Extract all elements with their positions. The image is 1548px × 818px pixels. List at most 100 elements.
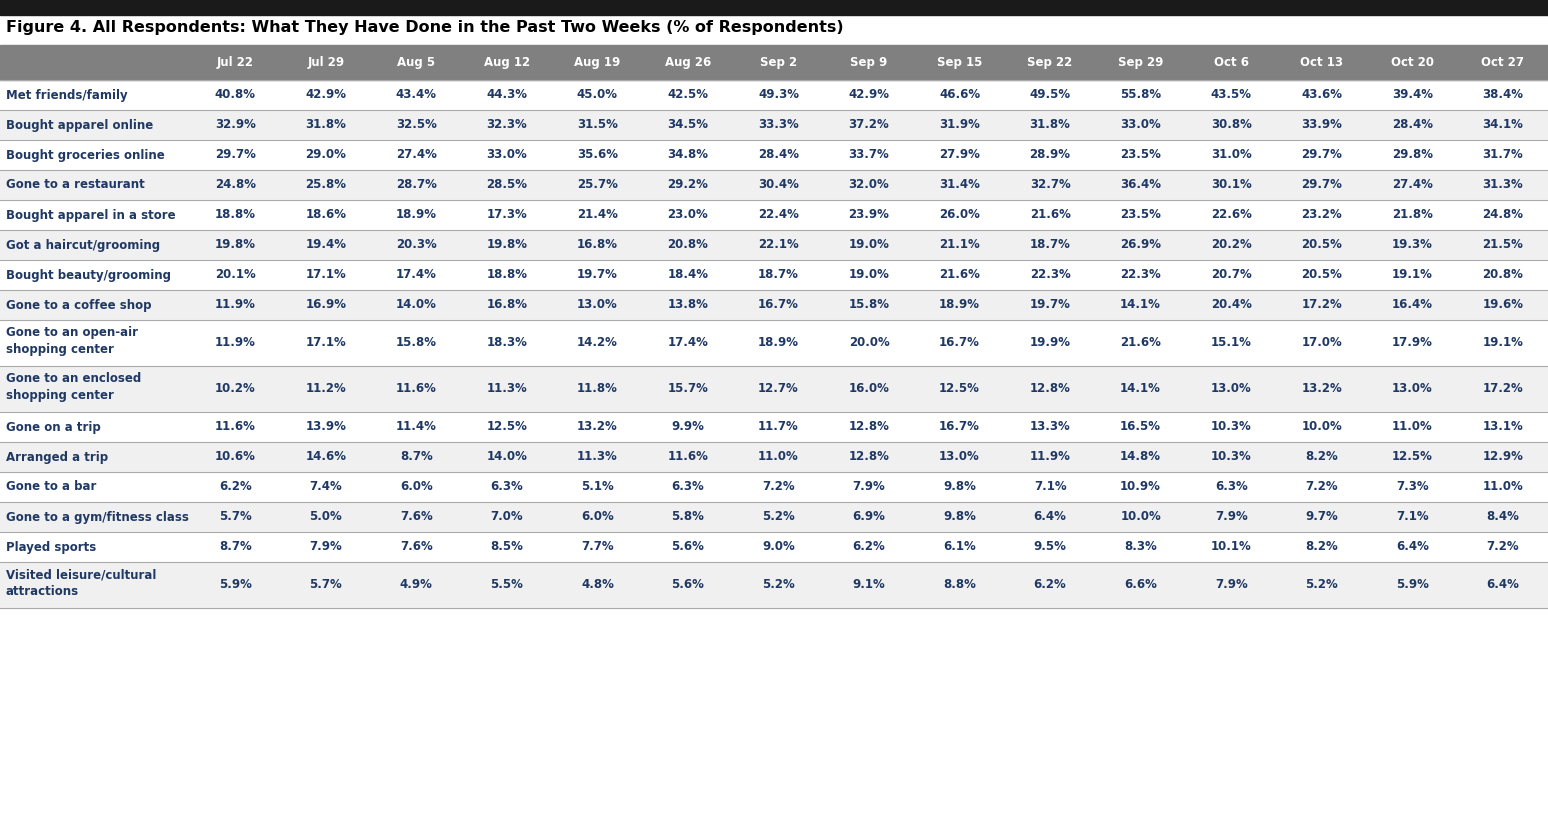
Text: 6.4%: 6.4% <box>1396 541 1429 554</box>
Text: 12.9%: 12.9% <box>1483 451 1523 464</box>
Bar <box>0 442 1548 472</box>
Text: Gone to an enclosed
shopping center: Gone to an enclosed shopping center <box>6 372 141 402</box>
Text: 5.6%: 5.6% <box>672 541 704 554</box>
Text: 5.1%: 5.1% <box>580 480 613 493</box>
Text: 33.9%: 33.9% <box>1302 119 1342 132</box>
Text: 25.8%: 25.8% <box>305 178 347 191</box>
Text: 29.7%: 29.7% <box>215 149 255 161</box>
Text: 14.2%: 14.2% <box>577 336 618 349</box>
Text: 13.2%: 13.2% <box>1302 383 1342 395</box>
Text: Gone to a gym/fitness class: Gone to a gym/fitness class <box>6 510 189 524</box>
Text: 18.9%: 18.9% <box>396 209 437 222</box>
Text: 12.8%: 12.8% <box>848 451 890 464</box>
Text: 4.9%: 4.9% <box>399 578 433 591</box>
Text: 27.4%: 27.4% <box>396 149 437 161</box>
Text: 18.8%: 18.8% <box>215 209 255 222</box>
Text: 14.0%: 14.0% <box>486 451 528 464</box>
Text: 6.0%: 6.0% <box>399 480 433 493</box>
Text: 6.2%: 6.2% <box>218 480 252 493</box>
Text: 49.3%: 49.3% <box>759 88 799 101</box>
Bar <box>0 412 1548 442</box>
Text: 7.7%: 7.7% <box>580 541 613 554</box>
Text: 23.0%: 23.0% <box>667 209 709 222</box>
Text: 12.5%: 12.5% <box>1392 451 1432 464</box>
Text: 42.5%: 42.5% <box>667 88 709 101</box>
Text: Sep 22: Sep 22 <box>1028 56 1073 69</box>
Text: 30.8%: 30.8% <box>1211 119 1252 132</box>
Text: 46.6%: 46.6% <box>940 88 980 101</box>
Text: 10.3%: 10.3% <box>1211 451 1251 464</box>
Text: 11.0%: 11.0% <box>1392 420 1432 434</box>
Text: 5.9%: 5.9% <box>218 578 252 591</box>
Text: 32.0%: 32.0% <box>848 178 890 191</box>
Text: Bought groceries online: Bought groceries online <box>6 149 164 161</box>
Text: 6.4%: 6.4% <box>1034 510 1067 524</box>
Text: 7.3%: 7.3% <box>1396 480 1429 493</box>
Text: 7.1%: 7.1% <box>1396 510 1429 524</box>
Text: 11.9%: 11.9% <box>1029 451 1071 464</box>
Text: 34.1%: 34.1% <box>1483 119 1523 132</box>
Bar <box>0 532 1548 562</box>
Text: 9.8%: 9.8% <box>943 480 975 493</box>
Text: Gone on a trip: Gone on a trip <box>6 420 101 434</box>
Text: Aug 26: Aug 26 <box>664 56 711 69</box>
Text: 8.7%: 8.7% <box>399 451 433 464</box>
Text: 13.2%: 13.2% <box>577 420 618 434</box>
Text: 9.5%: 9.5% <box>1034 541 1067 554</box>
Text: 16.8%: 16.8% <box>577 239 618 251</box>
Text: 13.0%: 13.0% <box>577 299 618 312</box>
Text: 11.9%: 11.9% <box>215 336 255 349</box>
Text: 20.5%: 20.5% <box>1302 239 1342 251</box>
Text: 13.0%: 13.0% <box>940 451 980 464</box>
Text: 17.2%: 17.2% <box>1302 299 1342 312</box>
Text: 12.7%: 12.7% <box>759 383 799 395</box>
Text: Oct 27: Oct 27 <box>1481 56 1525 69</box>
Text: 11.0%: 11.0% <box>1483 480 1523 493</box>
Text: 21.4%: 21.4% <box>577 209 618 222</box>
Text: 17.2%: 17.2% <box>1483 383 1523 395</box>
Text: 18.7%: 18.7% <box>759 268 799 281</box>
Text: 16.7%: 16.7% <box>940 420 980 434</box>
Text: 11.3%: 11.3% <box>486 383 528 395</box>
Text: 30.1%: 30.1% <box>1211 178 1251 191</box>
Text: 28.5%: 28.5% <box>486 178 528 191</box>
Text: 16.8%: 16.8% <box>486 299 528 312</box>
Text: 10.3%: 10.3% <box>1211 420 1251 434</box>
Text: Arranged a trip: Arranged a trip <box>6 451 108 464</box>
Text: 7.6%: 7.6% <box>399 541 433 554</box>
Text: 29.7%: 29.7% <box>1302 178 1342 191</box>
Text: 11.6%: 11.6% <box>667 451 709 464</box>
Text: 7.0%: 7.0% <box>491 510 523 524</box>
Text: 45.0%: 45.0% <box>577 88 618 101</box>
Text: Sep 2: Sep 2 <box>760 56 797 69</box>
Text: 29.0%: 29.0% <box>305 149 347 161</box>
Text: 14.1%: 14.1% <box>1121 383 1161 395</box>
Text: 33.0%: 33.0% <box>1121 119 1161 132</box>
Text: 21.5%: 21.5% <box>1483 239 1523 251</box>
Text: 6.2%: 6.2% <box>853 541 885 554</box>
Text: 28.7%: 28.7% <box>396 178 437 191</box>
Text: 26.9%: 26.9% <box>1121 239 1161 251</box>
Text: 7.2%: 7.2% <box>1305 480 1337 493</box>
Text: 20.5%: 20.5% <box>1302 268 1342 281</box>
Text: 20.8%: 20.8% <box>1483 268 1523 281</box>
Text: 23.9%: 23.9% <box>848 209 890 222</box>
Text: Visited leisure/cultural
attractions: Visited leisure/cultural attractions <box>6 568 156 598</box>
Text: Aug 5: Aug 5 <box>398 56 435 69</box>
Text: 5.2%: 5.2% <box>1305 578 1337 591</box>
Text: Gone to a coffee shop: Gone to a coffee shop <box>6 299 152 312</box>
Text: 16.0%: 16.0% <box>848 383 890 395</box>
Text: 6.3%: 6.3% <box>491 480 523 493</box>
Text: 17.9%: 17.9% <box>1392 336 1432 349</box>
Text: 19.1%: 19.1% <box>1483 336 1523 349</box>
Bar <box>0 80 1548 110</box>
Text: 17.4%: 17.4% <box>396 268 437 281</box>
Text: 22.3%: 22.3% <box>1121 268 1161 281</box>
Text: 33.3%: 33.3% <box>759 119 799 132</box>
Text: 7.6%: 7.6% <box>399 510 433 524</box>
Text: 20.8%: 20.8% <box>667 239 709 251</box>
Text: 8.5%: 8.5% <box>491 541 523 554</box>
Text: 11.7%: 11.7% <box>759 420 799 434</box>
Text: 7.2%: 7.2% <box>762 480 794 493</box>
Text: 31.7%: 31.7% <box>1483 149 1523 161</box>
